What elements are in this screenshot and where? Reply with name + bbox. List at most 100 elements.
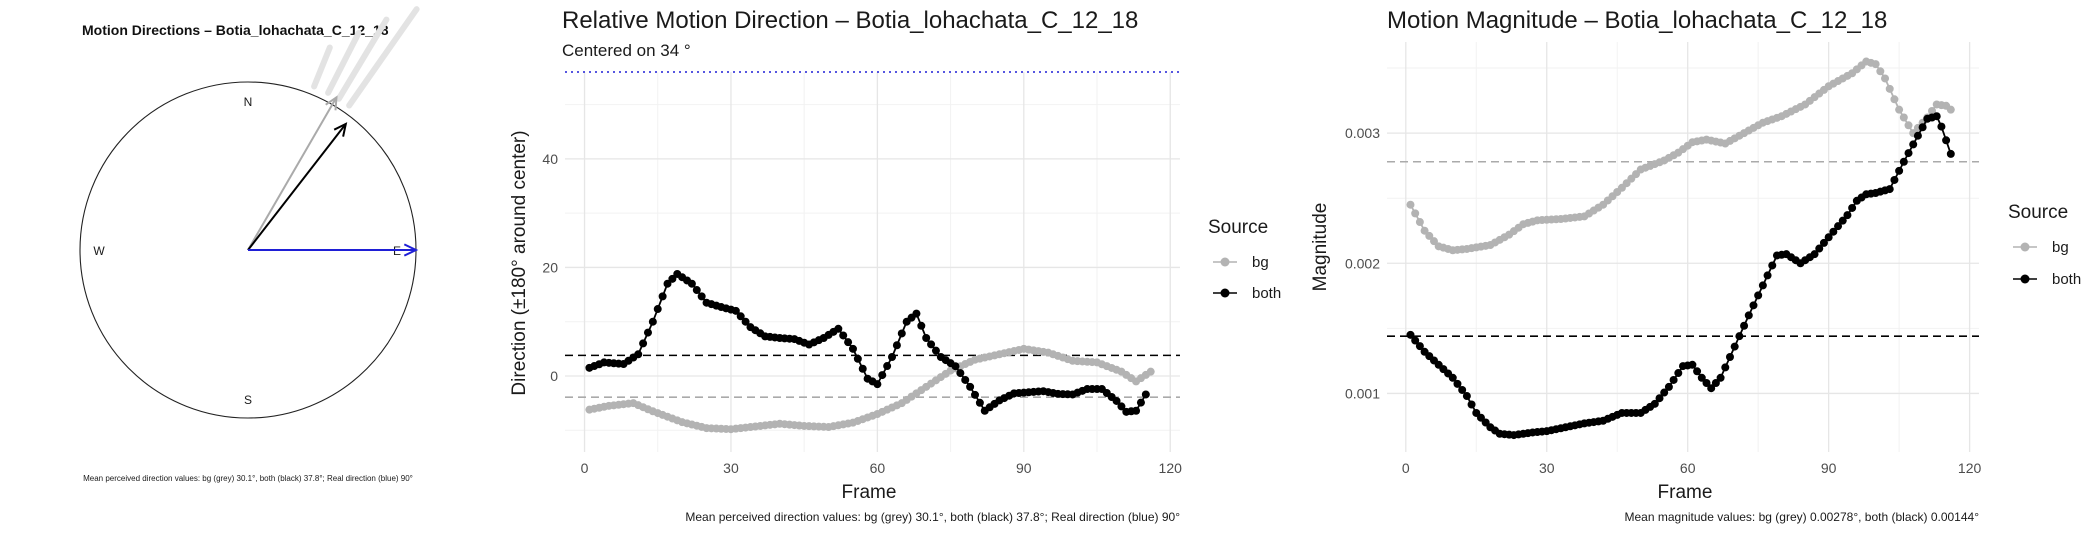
direction-grid xyxy=(565,72,1180,452)
data-point xyxy=(1928,106,1937,115)
data-point xyxy=(1740,321,1749,330)
magnitude-series xyxy=(1406,57,1955,440)
magnitude-caption: Mean magnitude values: bg (grey) 0.00278… xyxy=(1625,510,1980,524)
data-point xyxy=(1946,105,1955,114)
data-point xyxy=(892,341,901,350)
x-tick-label: 60 xyxy=(1680,460,1696,476)
data-point xyxy=(1768,261,1777,270)
magnitude-title: Motion Magnitude – Botia_lohachata_C_12_… xyxy=(1387,7,1887,34)
data-point xyxy=(643,328,652,337)
data-point xyxy=(1876,67,1885,76)
x-tick-label: 90 xyxy=(1821,460,1837,476)
data-point xyxy=(1913,131,1922,140)
data-point xyxy=(1411,336,1420,345)
compass-caption: Mean perceived direction values: bg (gre… xyxy=(83,474,413,483)
data-point xyxy=(888,353,897,361)
data-point xyxy=(1871,60,1880,69)
data-point xyxy=(1411,209,1420,218)
series-line xyxy=(1409,115,1952,436)
data-point xyxy=(731,306,740,315)
data-point xyxy=(634,350,643,359)
compass-panel: Motion Directions – Botia_lohachata_C_12… xyxy=(79,6,420,483)
data-point xyxy=(692,286,701,295)
data-point xyxy=(966,382,975,391)
data-point xyxy=(1655,394,1664,403)
data-point xyxy=(1716,373,1725,382)
x-tick-label: 0 xyxy=(1402,460,1410,476)
data-point xyxy=(1885,185,1894,194)
y-tick-label: 20 xyxy=(542,259,558,275)
data-point xyxy=(1904,149,1913,158)
magnitude-x-axis-label: Frame xyxy=(1658,482,1713,503)
data-point xyxy=(878,371,887,380)
direction-x-axis-label: Frame xyxy=(842,482,897,503)
background-rays xyxy=(311,6,420,109)
series-both xyxy=(585,269,1150,416)
data-point xyxy=(848,344,857,353)
data-point xyxy=(1749,301,1758,310)
series-line xyxy=(1409,60,1952,252)
direction-subtitle: Centered on 34 ° xyxy=(562,41,691,60)
x-tick-label: 30 xyxy=(723,460,739,476)
data-point xyxy=(1942,136,1951,145)
data-point xyxy=(668,274,677,283)
data-point xyxy=(1650,399,1659,408)
data-point xyxy=(1730,342,1739,351)
data-point xyxy=(1838,216,1847,225)
data-point xyxy=(1448,373,1457,382)
arrow-real xyxy=(248,243,419,257)
y-tick-label: 40 xyxy=(542,151,558,167)
background-ray xyxy=(325,29,362,96)
data-point xyxy=(1415,218,1424,227)
direction-reference-lines xyxy=(565,71,1180,398)
arrow-both xyxy=(247,122,348,251)
data-point xyxy=(1462,392,1471,401)
data-point xyxy=(912,309,921,318)
data-point xyxy=(1669,375,1678,384)
background-ray xyxy=(346,6,420,109)
compass-label-south: S xyxy=(244,393,252,407)
data-point xyxy=(956,369,965,378)
direction-arrows xyxy=(247,95,419,257)
data-point xyxy=(1932,112,1941,121)
data-point xyxy=(1406,200,1415,209)
data-point xyxy=(1721,363,1730,372)
data-point xyxy=(1829,227,1838,236)
data-point xyxy=(873,380,882,389)
data-point xyxy=(1467,400,1476,409)
arrow-bg xyxy=(247,95,338,251)
direction-title: Relative Motion Direction – Botia_lohach… xyxy=(562,7,1138,34)
data-point xyxy=(1848,203,1857,212)
data-point xyxy=(834,324,843,333)
data-point xyxy=(1711,379,1720,388)
data-point xyxy=(931,346,940,355)
data-point xyxy=(1763,271,1772,280)
data-point xyxy=(883,362,892,371)
series-bg xyxy=(1406,57,1955,255)
data-point xyxy=(687,279,696,288)
data-point xyxy=(648,317,657,326)
data-point xyxy=(1890,175,1899,184)
data-point xyxy=(1132,406,1141,415)
data-point xyxy=(1909,140,1918,149)
data-point xyxy=(639,339,648,348)
data-point xyxy=(1744,311,1753,320)
data-point xyxy=(1810,250,1819,259)
data-point xyxy=(951,362,960,371)
data-point xyxy=(697,292,706,301)
magnitude-legend: Source bg both xyxy=(2008,202,2081,288)
magnitude-legend-both: both xyxy=(2013,271,2081,288)
data-point xyxy=(1660,388,1669,397)
data-point xyxy=(1406,330,1415,339)
data-point xyxy=(858,364,867,373)
x-tick-label: 30 xyxy=(1539,460,1555,476)
data-point xyxy=(1754,291,1763,300)
background-ray xyxy=(335,16,390,102)
data-point xyxy=(1824,233,1833,242)
background-ray xyxy=(311,44,333,90)
data-point xyxy=(1937,122,1946,131)
data-point xyxy=(975,398,984,407)
data-point xyxy=(1946,149,1955,158)
data-point xyxy=(1136,398,1145,407)
data-point xyxy=(844,338,853,347)
